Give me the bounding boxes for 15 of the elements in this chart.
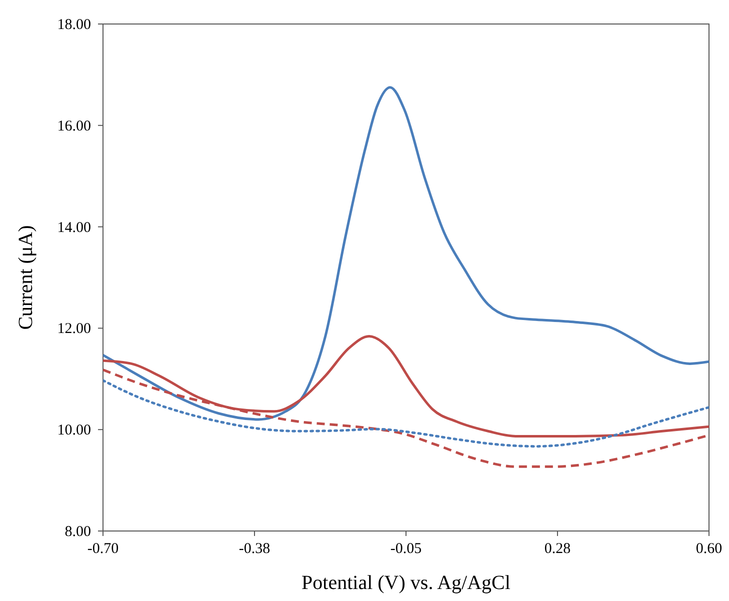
y-tick-label: 18.00 <box>57 17 91 33</box>
line-series <box>103 86 709 421</box>
x-tick-label: -0.38 <box>238 541 270 557</box>
x-tick-label: -0.05 <box>390 541 422 557</box>
x-axis-title: Potential (V) vs. Ag/AgCl <box>302 572 511 594</box>
line-series <box>103 379 709 448</box>
x-tick-label: 0.28 <box>544 541 571 557</box>
y-tick-label: 8.00 <box>64 524 91 540</box>
y-axis-title: Current (μA) <box>15 225 37 330</box>
y-tick-label: 16.00 <box>57 118 91 134</box>
y-tick-label: 12.00 <box>57 321 91 338</box>
y-tick-label: 14.00 <box>57 220 91 236</box>
x-tick-label: 0.60 <box>696 541 722 557</box>
x-tick-label: -0.70 <box>87 541 119 557</box>
y-tick-label: 10.00 <box>57 422 91 439</box>
